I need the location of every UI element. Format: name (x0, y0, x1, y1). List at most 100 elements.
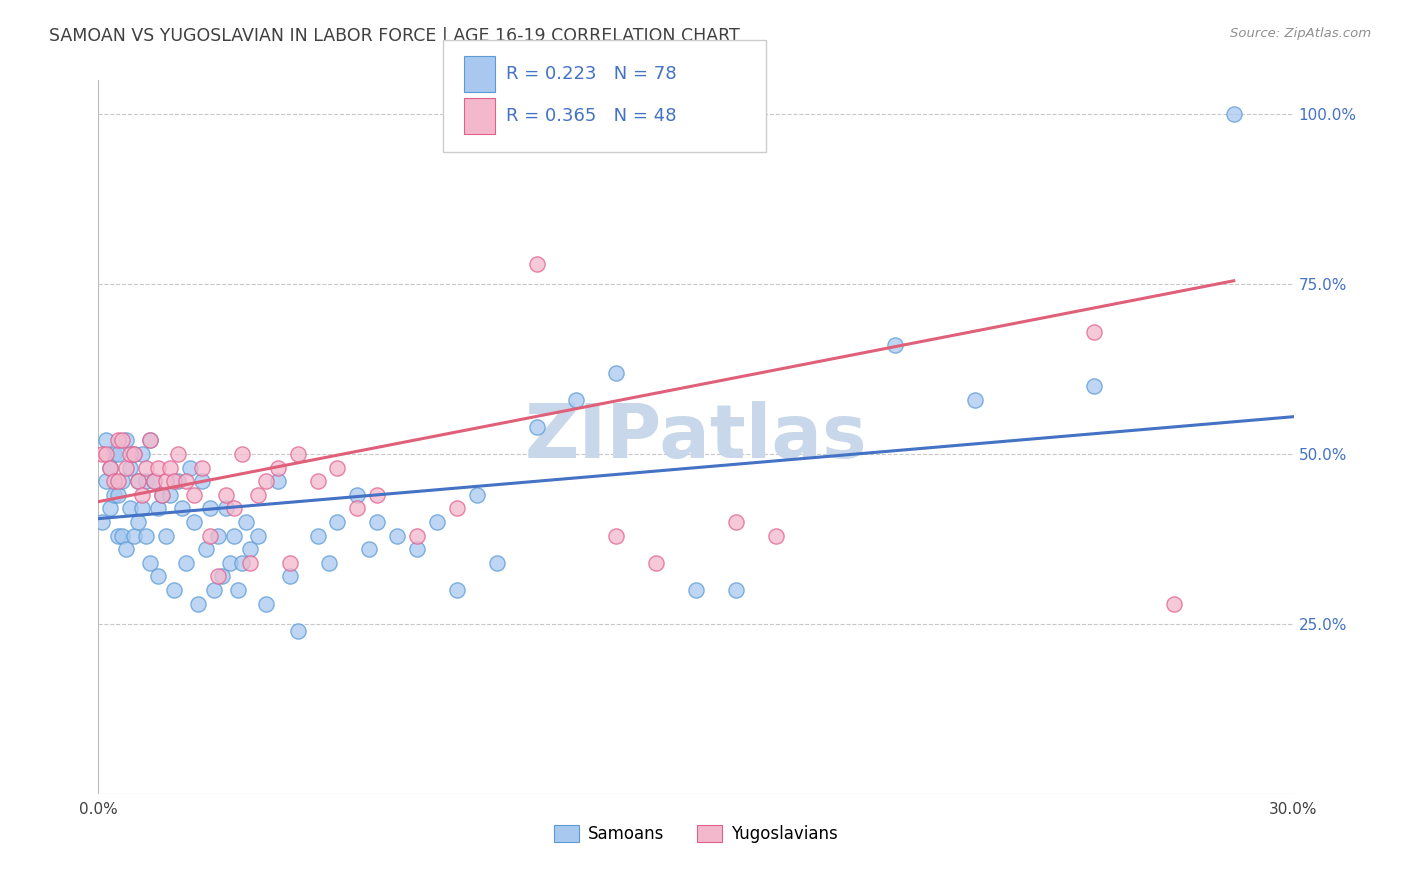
Text: R = 0.223   N = 78: R = 0.223 N = 78 (506, 65, 676, 83)
Text: ZIPatlas: ZIPatlas (524, 401, 868, 474)
Point (346, 488, 368, 502)
Point (426, 515, 449, 529)
Point (366, 515, 388, 529)
Point (98, 460, 122, 475)
Point (183, 488, 205, 502)
Point (406, 528, 429, 542)
Point (159, 460, 181, 475)
Point (215, 488, 238, 502)
Point (239, 556, 262, 570)
Point (235, 515, 257, 529)
Point (150, 488, 173, 502)
Point (326, 460, 349, 475)
Point (326, 515, 349, 529)
Legend: Samoans, Yugoslavians: Samoans, Yugoslavians (548, 818, 844, 850)
Text: SAMOAN VS YUGOSLAVIAN IN LABOR FORCE | AGE 16-19 CORRELATION CHART: SAMOAN VS YUGOSLAVIAN IN LABOR FORCE | A… (49, 27, 740, 45)
Point (135, 475, 157, 489)
Point (159, 488, 181, 502)
Point (526, 420, 548, 434)
Point (366, 488, 388, 502)
Point (111, 528, 134, 542)
Point (120, 460, 142, 475)
Point (143, 475, 166, 489)
Point (150, 488, 173, 502)
Point (278, 569, 301, 583)
Point (174, 556, 197, 570)
Point (267, 460, 290, 475)
Point (254, 597, 277, 611)
Point (115, 460, 138, 475)
Point (307, 528, 329, 542)
Point (287, 624, 309, 638)
Point (98, 501, 122, 516)
Point (174, 475, 197, 489)
Point (124, 447, 146, 461)
Point (98, 460, 122, 475)
Point (724, 582, 747, 597)
Text: Source: ZipAtlas.com: Source: ZipAtlas.com (1230, 27, 1371, 40)
Point (1223, 107, 1246, 121)
Point (103, 447, 125, 461)
Point (215, 501, 238, 516)
Point (111, 475, 134, 489)
Point (526, 257, 548, 271)
Point (155, 475, 177, 489)
Point (96, 434, 118, 448)
Point (385, 528, 409, 542)
Point (103, 488, 125, 502)
Point (127, 475, 149, 489)
Point (115, 542, 138, 557)
Point (143, 475, 166, 489)
Point (131, 447, 153, 461)
Point (135, 528, 157, 542)
Point (884, 338, 907, 352)
Text: R = 0.365   N = 48: R = 0.365 N = 48 (506, 107, 676, 125)
Point (96, 475, 118, 489)
Point (1163, 597, 1185, 611)
Point (1083, 325, 1105, 339)
Point (167, 447, 190, 461)
Point (139, 434, 162, 448)
Point (120, 501, 142, 516)
Point (239, 542, 262, 557)
Point (124, 528, 146, 542)
Point (222, 528, 245, 542)
Point (198, 528, 221, 542)
Point (254, 475, 277, 489)
Point (278, 556, 301, 570)
Point (307, 475, 329, 489)
Point (963, 392, 986, 407)
Point (179, 460, 201, 475)
Point (446, 582, 468, 597)
Point (163, 582, 186, 597)
Point (195, 542, 218, 557)
Point (124, 447, 146, 461)
Point (103, 475, 125, 489)
Point (107, 488, 129, 502)
Point (465, 488, 488, 502)
Point (127, 475, 149, 489)
Point (231, 556, 253, 570)
Point (605, 528, 627, 542)
Point (148, 569, 170, 583)
Point (191, 460, 214, 475)
Point (267, 475, 290, 489)
Point (211, 569, 233, 583)
Point (446, 501, 468, 516)
Point (202, 582, 225, 597)
Point (485, 556, 508, 570)
Point (148, 460, 170, 475)
Point (120, 447, 142, 461)
Point (246, 488, 269, 502)
Point (645, 556, 668, 570)
Point (222, 501, 245, 516)
Point (207, 569, 229, 583)
Point (346, 501, 368, 516)
Point (187, 597, 209, 611)
Point (318, 556, 340, 570)
Point (131, 488, 153, 502)
Point (155, 528, 177, 542)
Point (139, 434, 162, 448)
Point (287, 447, 309, 461)
Point (135, 460, 157, 475)
